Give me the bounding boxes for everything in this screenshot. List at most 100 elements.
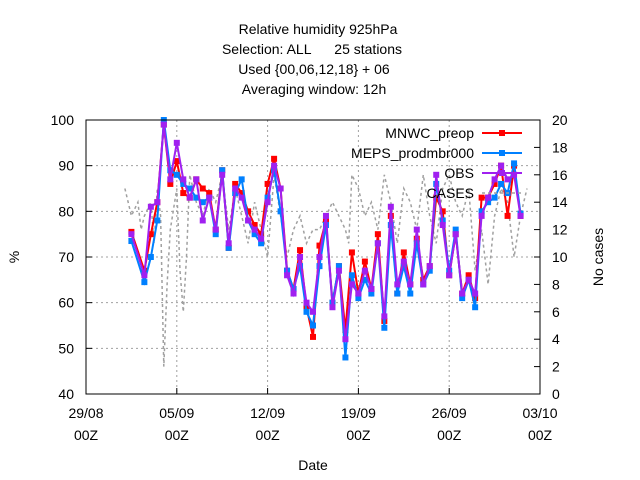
y-tick-label: 100 (51, 112, 75, 128)
data-point-obs (193, 176, 200, 183)
data-point-obs (465, 276, 472, 283)
data-point-meps-prodmbr000 (498, 180, 505, 187)
data-point-meps-prodmbr000 (394, 290, 401, 297)
data-point-obs (400, 258, 407, 265)
data-point-obs (420, 281, 427, 288)
x-tick-label-date: 03/10 (522, 405, 557, 421)
data-point-obs (439, 222, 446, 229)
data-point-obs (258, 235, 265, 242)
y2-axis: 0 2 4 6 8 10 12 14 16 18 20 (534, 112, 568, 402)
data-point-obs (232, 185, 239, 192)
data-point-obs (452, 231, 459, 238)
data-point-meps-prodmbr000 (407, 290, 414, 297)
data-point-obs (335, 267, 342, 274)
data-point-mnwc-preop (310, 333, 316, 340)
data-point-obs (180, 176, 187, 183)
x-tick-label-date: 19/09 (341, 405, 376, 421)
x-tick-label-hour: 00Z (346, 427, 371, 443)
data-point-obs (413, 226, 420, 233)
data-point-obs (517, 212, 524, 219)
data-point-mnwc-preop (167, 180, 174, 187)
data-point-meps-prodmbr000 (199, 199, 206, 206)
data-point-meps-prodmbr000 (478, 208, 485, 215)
data-point-obs (219, 171, 226, 178)
data-point-obs (297, 254, 304, 260)
data-point-obs (368, 285, 375, 292)
y2-tick-label: 12 (552, 222, 568, 238)
data-point-obs (426, 263, 433, 270)
data-point-meps-prodmbr000 (472, 304, 479, 311)
y2-tick-label: 0 (552, 386, 560, 402)
data-point-mnwc-preop (147, 231, 154, 238)
data-point-obs (361, 267, 368, 274)
y2-tick-label: 16 (552, 167, 568, 183)
x-tick-label-hour: 00Z (165, 427, 190, 443)
data-point-obs (342, 336, 349, 343)
data-point-obs (154, 199, 161, 206)
data-point-meps-prodmbr000 (303, 308, 310, 315)
data-point-meps-prodmbr000 (348, 272, 355, 279)
data-point-mnwc-preop (433, 194, 440, 201)
data-point-obs (407, 281, 414, 288)
legend-label-cases: CASES (427, 185, 474, 201)
data-point-meps-prodmbr000 (180, 180, 187, 187)
data-point-mnwc-preop (173, 158, 180, 165)
data-point-meps-prodmbr000 (511, 160, 518, 167)
x-tick-label-date: 29/08 (68, 405, 103, 421)
data-point-meps-prodmbr000 (335, 263, 342, 270)
y-axis: 40 50 60 70 80 90 100 (51, 112, 92, 402)
data-point-obs (147, 203, 154, 210)
data-point-meps-prodmbr000 (413, 240, 420, 247)
data-point-meps-prodmbr000 (141, 279, 148, 286)
data-point-mnwc-preop (199, 185, 206, 192)
data-point-mnwc-preop (439, 208, 446, 215)
y2-tick-label: 8 (552, 276, 560, 292)
y-tick-label: 90 (58, 158, 74, 174)
data-point-meps-prodmbr000 (277, 208, 284, 215)
data-point-obs (355, 290, 362, 297)
x-axis: 29/08 00Z 05/09 00Z 12/09 00Z 19/09 00Z 26/09 00Z… (68, 388, 558, 443)
data-point-obs (491, 176, 498, 183)
data-point-obs (485, 194, 492, 201)
data-point-obs (511, 171, 518, 178)
data-point-meps-prodmbr000 (167, 167, 174, 174)
data-point-mnwc-preop (238, 190, 245, 197)
data-point-meps-prodmbr000 (368, 290, 375, 297)
data-point-obs (167, 176, 174, 183)
y2-tick-label: 2 (552, 359, 560, 375)
legend-marker-meps-prodmbr000 (499, 150, 505, 156)
legend-label-mnwc-preop: MNWC_preop (385, 125, 474, 141)
y-tick-label: 40 (58, 386, 74, 402)
data-point-mnwc-preop (245, 208, 252, 215)
x-tick-label-date: 26/09 (432, 405, 467, 421)
data-point-obs (387, 203, 394, 210)
legend: MNWC_preop MEPS_prodmbr000 OBS CASES (351, 125, 522, 201)
y-tick-label: 80 (58, 203, 74, 219)
data-point-mnwc-preop (504, 212, 511, 219)
data-point-obs (329, 304, 336, 311)
data-point-obs (374, 240, 381, 247)
data-point-obs (446, 272, 453, 279)
data-point-obs (381, 313, 388, 320)
data-point-obs (303, 299, 310, 306)
data-point-obs (264, 199, 271, 206)
data-point-meps-prodmbr000 (212, 231, 219, 238)
y-tick-label: 70 (58, 249, 74, 265)
data-point-mnwc-preop (491, 180, 498, 187)
data-point-obs (504, 176, 511, 183)
data-point-mnwc-preop (316, 242, 323, 249)
data-point-mnwc-preop (361, 258, 368, 265)
data-point-meps-prodmbr000 (426, 267, 433, 274)
y2-tick-label: 4 (552, 331, 560, 347)
data-point-meps-prodmbr000 (491, 194, 498, 201)
title-line-4: Averaging window: 12h (242, 81, 387, 97)
y2-tick-label: 14 (552, 194, 568, 210)
series-line-cases (124, 172, 528, 367)
data-point-obs (478, 212, 485, 219)
data-point-obs (141, 272, 148, 279)
title-line-2: Selection: ALL 25 stations (222, 41, 402, 57)
data-point-meps-prodmbr000 (147, 254, 154, 260)
data-point-meps-prodmbr000 (459, 295, 466, 302)
data-point-meps-prodmbr000 (251, 231, 258, 238)
